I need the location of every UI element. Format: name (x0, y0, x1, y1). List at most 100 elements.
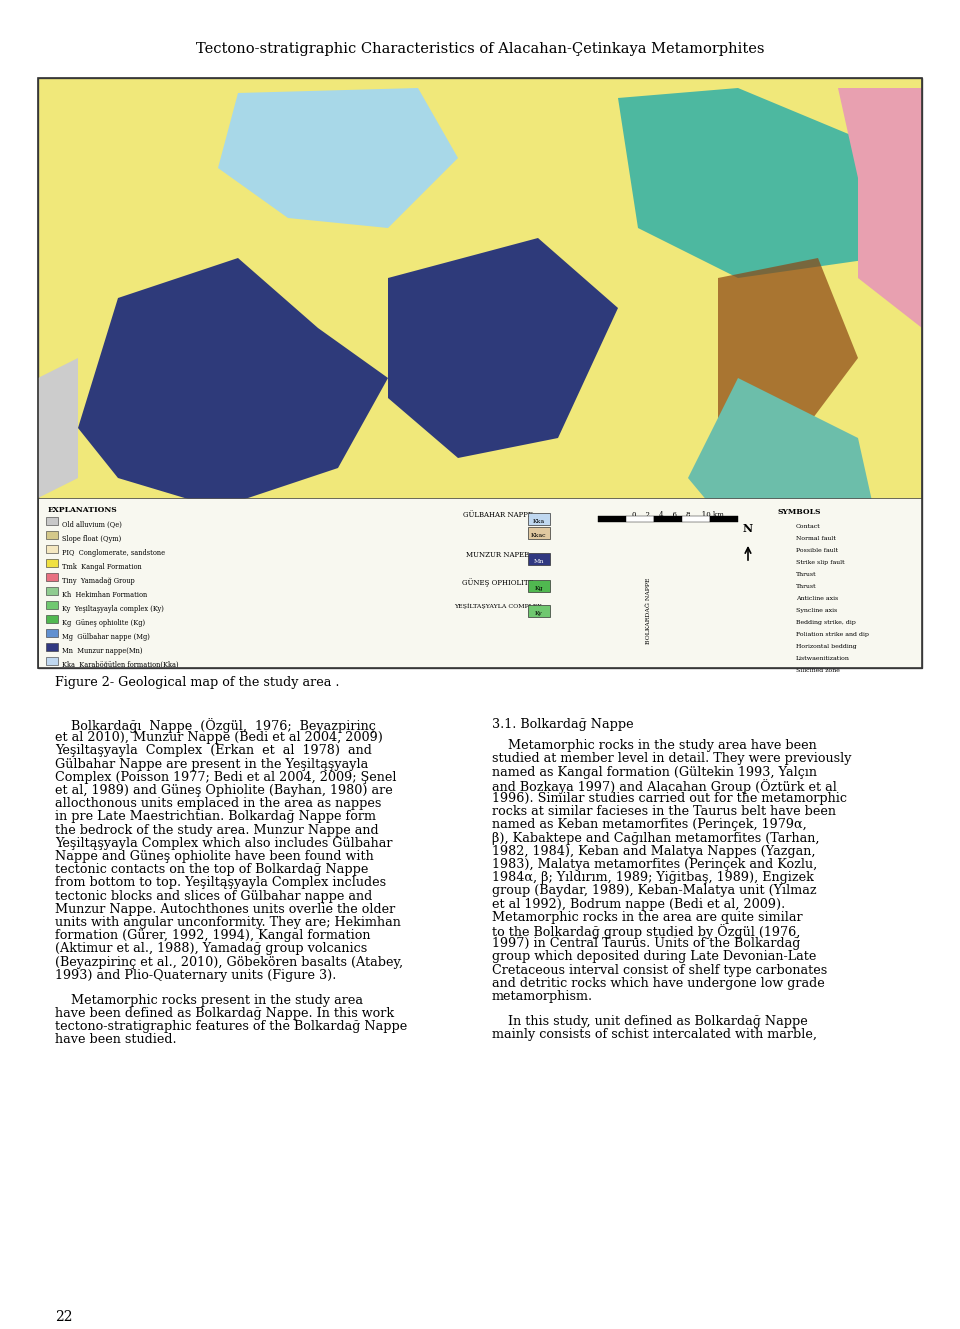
Text: Yeşiltаşyayla  Complex  (Erkan  et  al  1978)  and: Yeşiltаşyayla Complex (Erkan et al 1978)… (55, 744, 372, 758)
Bar (528, 579, 550, 591)
Text: β), Kabaktepe and Cağılhan metamorfites (Tarhan,: β), Kabaktepe and Cağılhan metamorfites … (492, 832, 820, 844)
Text: Syncline axis: Syncline axis (796, 607, 837, 613)
Polygon shape (838, 88, 922, 328)
Bar (46, 601, 58, 609)
Text: Bolkardağı  Nappe  (Özgül,  1976;  Beyazpirinç: Bolkardağı Nappe (Özgül, 1976; Beyazpiri… (55, 718, 376, 734)
Text: Mg  Gülbahar nappe (Mg): Mg Gülbahar nappe (Mg) (62, 633, 150, 641)
Text: Contact: Contact (796, 524, 821, 529)
Bar (710, 516, 738, 522)
Text: formation (Gürer, 1992, 1994), Kangal formation: formation (Gürer, 1992, 1994), Kangal fo… (55, 929, 371, 942)
Text: Possible fault: Possible fault (796, 548, 838, 553)
Text: 1982, 1984), Keban and Malatya Nappes (Yazgan,: 1982, 1984), Keban and Malatya Nappes (Y… (492, 845, 815, 857)
Text: Tectono-stratigraphic Characteristics of Alacahan-Çetinkaya Metamorphites: Tectono-stratigraphic Characteristics of… (196, 43, 764, 56)
Text: et al 1992), Bodrum nappe (Bedi et al, 2009).: et al 1992), Bodrum nappe (Bedi et al, 2… (492, 897, 785, 910)
Text: have been studied.: have been studied. (55, 1034, 177, 1046)
Bar (46, 657, 58, 664)
Bar (528, 513, 550, 525)
Text: tectono-stratigraphic features of the Bolkardağ Nappe: tectono-stratigraphic features of the Bo… (55, 1021, 407, 1033)
Text: In this study, unit defined as Bolkardağ Nappe: In this study, unit defined as Bolkardağ… (492, 1015, 807, 1029)
Text: from bottom to top. Yeşiltąşyayla Complex includes: from bottom to top. Yeşiltąşyayla Comple… (55, 876, 386, 889)
Text: in pre Late Maestrichtian. Bolkardağ Nappe form: in pre Late Maestrichtian. Bolkardağ Nap… (55, 811, 376, 824)
Text: Slope float (Qym): Slope float (Qym) (62, 536, 121, 544)
Text: Listwaenitization: Listwaenitization (796, 657, 850, 661)
Text: BOLKARDAĞ NAPPE: BOLKARDAĞ NAPPE (645, 578, 651, 645)
Text: and Bozkaya 1997) and Alacahan Group (Öztürk et al: and Bozkaya 1997) and Alacahan Group (Öz… (492, 779, 837, 793)
Polygon shape (78, 258, 388, 508)
Bar (598, 516, 626, 522)
Text: Munzur Nappe. Autochthones units overlie the older: Munzur Nappe. Autochthones units overlie… (55, 902, 396, 916)
Text: Horizontal bedding: Horizontal bedding (796, 645, 856, 649)
Polygon shape (618, 88, 878, 278)
Bar (528, 553, 550, 565)
Text: 1997) in Central Taurus. Units of the Bolkardağ: 1997) in Central Taurus. Units of the Bo… (492, 937, 801, 950)
Text: SYMBOLS: SYMBOLS (778, 508, 822, 516)
Bar (38, 498, 922, 668)
Text: Yeşiltąşyayla Complex which also includes Gülbahar: Yeşiltąşyayla Complex which also include… (55, 837, 393, 849)
Text: Kh  Hekimhan Formation: Kh Hekimhan Formation (62, 591, 147, 599)
Text: units with angular unconformity. They are; Hekimhan: units with angular unconformity. They ar… (55, 916, 401, 929)
Polygon shape (218, 88, 458, 229)
Bar (654, 516, 682, 522)
Bar (528, 605, 550, 617)
Text: named as Kangal formation (Gültekin 1993, Yalçın: named as Kangal formation (Gültekin 1993… (492, 766, 817, 779)
Text: Mn: Mn (534, 560, 544, 563)
Bar (46, 517, 58, 525)
Text: Kg  Güneş ophiolite (Kg): Kg Güneş ophiolite (Kg) (62, 619, 145, 627)
Text: metamorphism.: metamorphism. (492, 990, 593, 1003)
Text: Strike slip fault: Strike slip fault (796, 560, 845, 565)
Text: MUNZUR NAPEE: MUNZUR NAPEE (467, 552, 530, 560)
Bar (528, 528, 550, 540)
Text: 0    2    4    6    8     10 km: 0 2 4 6 8 10 km (632, 510, 724, 520)
Text: named as Keban metamorfites (Perinçek, 1979α,: named as Keban metamorfites (Perinçek, 1… (492, 819, 806, 832)
Bar (46, 629, 58, 637)
Text: 1993) and Plio-Quaternary units (Figure 3).: 1993) and Plio-Quaternary units (Figure … (55, 969, 336, 982)
Text: Kka: Kka (533, 520, 545, 524)
Text: mainly consists of schist intercalated with marble,: mainly consists of schist intercalated w… (492, 1029, 817, 1041)
Text: tectonic contacts on the top of Bolkardağ Nappe: tectonic contacts on the top of Bolkarda… (55, 864, 369, 876)
Text: Metamorphic rocks present in the study area: Metamorphic rocks present in the study a… (55, 994, 363, 1007)
Text: GÜLBAHAR NAPPE: GÜLBAHAR NAPPE (463, 510, 533, 520)
Text: Kka  Karaböğütlen formation(Kka): Kka Karaböğütlen formation(Kka) (62, 661, 179, 668)
Text: have been defined as Bolkardağ Nappe. In this work: have been defined as Bolkardağ Nappe. In… (55, 1007, 395, 1021)
Text: Mn  Munzur nappe(Mn): Mn Munzur nappe(Mn) (62, 647, 142, 655)
Text: N: N (743, 524, 753, 534)
Text: tectonic blocks and slices of Gülbahar nappe and: tectonic blocks and slices of Gülbahar n… (55, 889, 372, 902)
Text: PIQ  Conglomerate, sandstone: PIQ Conglomerate, sandstone (62, 549, 165, 557)
Text: Ky: Ky (535, 611, 542, 617)
Text: et al, 1989) and Güneş Ophiolite (Bayhan, 1980) are: et al, 1989) and Güneş Ophiolite (Bayhan… (55, 784, 393, 797)
Text: Foliation strike and dip: Foliation strike and dip (796, 633, 869, 637)
Text: rocks at similar facieses in the Taurus belt have been: rocks at similar facieses in the Taurus … (492, 805, 836, 819)
Text: 3.1. Bolkardağ Nappe: 3.1. Bolkardağ Nappe (492, 718, 634, 731)
Bar (38, 78, 922, 668)
Bar (46, 643, 58, 651)
Text: Thrust: Thrust (796, 583, 817, 589)
Polygon shape (38, 358, 78, 498)
Bar (46, 560, 58, 567)
Text: and detritic rocks which have undergone low grade: and detritic rocks which have undergone … (492, 977, 825, 990)
Text: Figure 2- Geological map of the study area .: Figure 2- Geological map of the study ar… (55, 676, 340, 688)
Polygon shape (688, 377, 878, 538)
Text: YEŞİLTAŞYAYLA COMPLEX: YEŞİLTAŞYAYLA COMPLEX (454, 603, 542, 609)
Text: Metamorphic rocks in the area are quite similar: Metamorphic rocks in the area are quite … (492, 910, 803, 924)
Text: Tmk  Kangal Formation: Tmk Kangal Formation (62, 563, 142, 571)
Polygon shape (388, 238, 618, 459)
Text: 1984α, β; Yıldırım, 1989; Yiğitbaş, 1989), Engizek: 1984α, β; Yıldırım, 1989; Yiğitbaş, 1989… (492, 870, 814, 884)
Text: Old alluvium (Qe): Old alluvium (Qe) (62, 521, 122, 529)
Text: EXPLANATIONS: EXPLANATIONS (48, 506, 118, 514)
Text: Metamorphic rocks in the study area have been: Metamorphic rocks in the study area have… (492, 739, 817, 752)
Text: Anticline axis: Anticline axis (796, 595, 838, 601)
Text: 1996). Similar studies carried out for the metamorphic: 1996). Similar studies carried out for t… (492, 792, 847, 805)
Text: Tiny  Yamadağ Group: Tiny Yamadağ Group (62, 577, 134, 585)
Text: (Beyazpirinç et al., 2010), Göbekören basalts (Atabey,: (Beyazpirinç et al., 2010), Göbekören ba… (55, 956, 403, 969)
Bar (38, 78, 922, 668)
Text: studied at member level in detail. They were previously: studied at member level in detail. They … (492, 752, 852, 766)
Bar (682, 516, 710, 522)
Text: to the Bolkardağ group studied by Özgül (1976,: to the Bolkardağ group studied by Özgül … (492, 924, 801, 938)
Text: group (Baydar, 1989), Keban-Malatya unit (Yılmaz: group (Baydar, 1989), Keban-Malatya unit… (492, 884, 817, 897)
Text: 1983), Malatya metamorfites (Perinçek and Kozlu,: 1983), Malatya metamorfites (Perinçek an… (492, 859, 817, 870)
Text: Normal fault: Normal fault (796, 536, 836, 541)
Polygon shape (718, 258, 858, 439)
Text: (Aktimur et al., 1988), Yamadağ group volcanics: (Aktimur et al., 1988), Yamadağ group vo… (55, 942, 368, 956)
Bar (46, 545, 58, 553)
Text: the bedrock of the study area. Munzur Nappe and: the bedrock of the study area. Munzur Na… (55, 824, 378, 836)
